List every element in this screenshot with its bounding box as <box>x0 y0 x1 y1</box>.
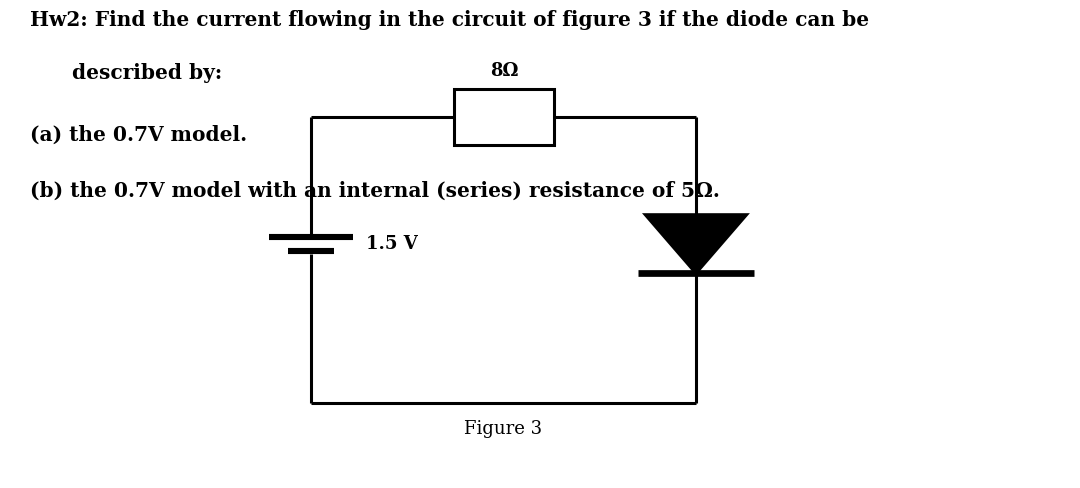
Text: Hw2: Find the current flowing in the circuit of figure 3 if the diode can be: Hw2: Find the current flowing in the cir… <box>29 10 868 30</box>
Bar <box>454 89 554 145</box>
Text: 8Ω: 8Ω <box>490 62 518 80</box>
Text: Figure 3: Figure 3 <box>464 420 542 438</box>
Text: 1.5 V: 1.5 V <box>366 235 418 253</box>
Text: (b) the 0.7V model with an internal (series) resistance of 5Ω.: (b) the 0.7V model with an internal (ser… <box>29 181 719 201</box>
Polygon shape <box>646 215 746 273</box>
Text: described by:: described by: <box>29 63 221 83</box>
Text: (a) the 0.7V model.: (a) the 0.7V model. <box>29 124 246 144</box>
